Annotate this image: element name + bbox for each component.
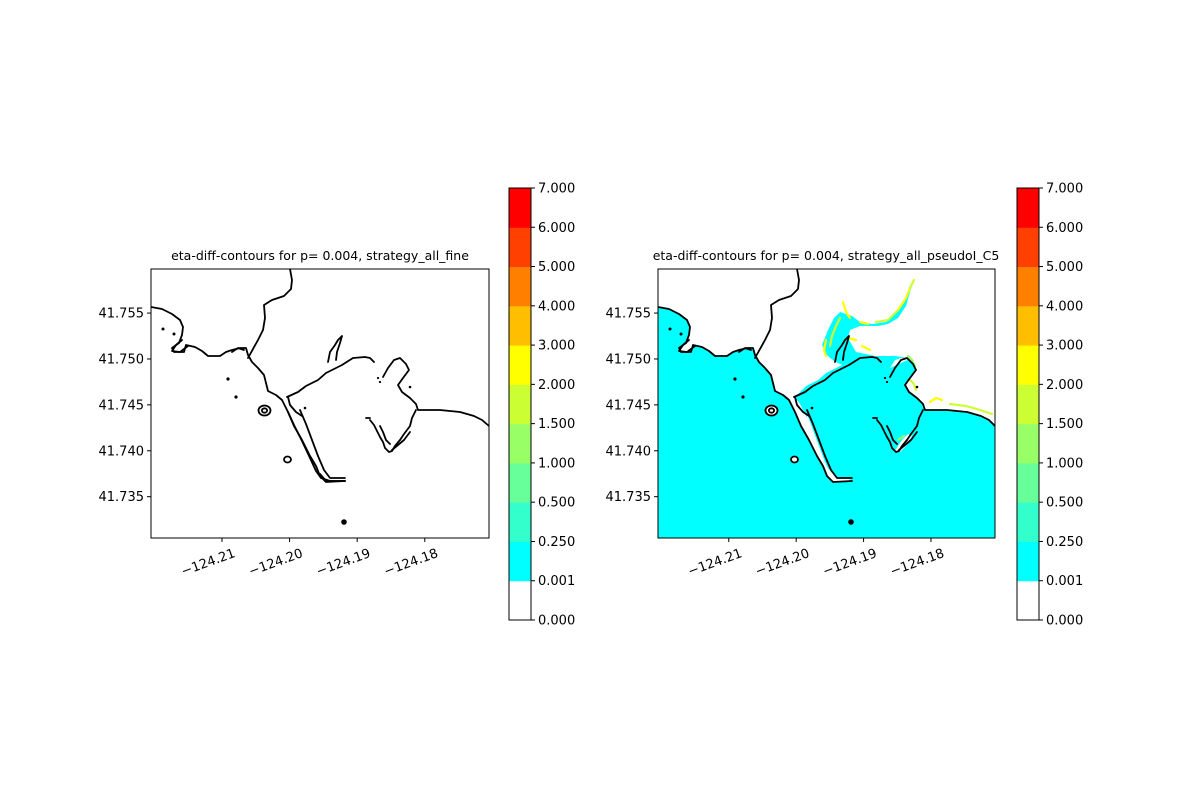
x-tick-label: −124.19: [821, 546, 879, 579]
y-axis: 41.735 41.740 41.745 41.750 41.755: [606, 307, 658, 505]
colorbar-frame: [508, 187, 532, 621]
colorbar-tick-label: 0.500: [1046, 496, 1083, 511]
y-tick-label: 41.735: [99, 490, 145, 505]
colorbar-segment: [509, 266, 531, 307]
colorbar-tick-label: 6.000: [538, 221, 575, 236]
colorbar-tick-label: 4.000: [1046, 299, 1083, 314]
x-tick-label: −124.19: [315, 546, 373, 579]
y-tick-label: 41.755: [99, 307, 145, 322]
colorbar-tick-label: 7.000: [538, 182, 575, 197]
colorbar-segment: [509, 502, 531, 542]
x-tick-label: −124.18: [382, 546, 440, 579]
colorbar: 0.000 0.001 0.250 0.500 1.000 1.500 2.000 3.000…: [508, 182, 575, 629]
colorbar-frame: [1016, 187, 1040, 621]
colorbar-tick-label: 2.000: [538, 378, 575, 393]
colorbar-tick-label: 6.000: [1046, 221, 1083, 236]
y-tick-label: 41.750: [606, 352, 652, 367]
colorbar: 0.000 0.001 0.250 0.500 1.000 1.500 2.000 3.000…: [1016, 182, 1083, 629]
colorbar-tick-label: 4.000: [538, 299, 575, 314]
edge-colors: [822, 278, 994, 442]
y-tick-label: 41.745: [606, 398, 652, 413]
colorbar-segment: [1017, 580, 1039, 621]
colorbar-segment: [1017, 502, 1039, 542]
panel-strategy-all-fine: eta-diff-contours for p= 0.004, strategy…: [99, 182, 576, 629]
colorbar-segment: [1017, 227, 1039, 268]
colorbar-tick-label: 2.000: [1046, 378, 1083, 393]
colorbar-segment: [509, 305, 531, 346]
colorbar-segment: [509, 580, 531, 621]
colorbar-tick-label: 0.250: [538, 535, 575, 550]
colorbar-segment: [509, 345, 531, 385]
plot-frame: [150, 268, 490, 539]
chart-title: eta-diff-contours for p= 0.004, strategy…: [653, 248, 1000, 263]
colorbar-segment: [1017, 188, 1039, 228]
colorbar-segment: [1017, 423, 1039, 464]
colorbar-tick-label: 0.000: [1046, 614, 1083, 629]
colorbar-tick-label: 0.001: [538, 574, 575, 589]
colorbar-segment: [509, 384, 531, 425]
colorbar-segment: [509, 423, 531, 464]
colorbar-tick-label: 0.250: [1046, 535, 1083, 550]
colorbar-tick-label: 1.000: [538, 456, 575, 471]
colorbar-tick-label: 0.500: [538, 496, 575, 511]
x-tick-label: −124.20: [754, 546, 812, 579]
x-tick-label: −124.18: [888, 546, 946, 579]
x-tick-label: −124.21: [686, 546, 744, 579]
colorbar-segment: [1017, 384, 1039, 425]
chart-title: eta-diff-contours for p= 0.004, strategy…: [171, 248, 469, 263]
colorbar-tick-label: 1.500: [538, 417, 575, 432]
colorbar-segment: [509, 541, 531, 582]
x-tick-label: −124.21: [179, 546, 237, 579]
island-features: [257, 404, 292, 464]
colorbar-segment: [1017, 266, 1039, 307]
colorbar-segment: [1017, 345, 1039, 385]
coastline: [658, 269, 995, 483]
y-tick-label: 41.745: [99, 398, 145, 413]
y-tick-label: 41.740: [606, 444, 652, 459]
colorbar-tick-label: 1.000: [1046, 456, 1083, 471]
y-tick-label: 41.755: [606, 307, 652, 322]
colorbar-tick-label: 5.000: [538, 260, 575, 275]
y-tick-label: 41.740: [99, 444, 145, 459]
colorbar-tick-label: 0.001: [1046, 574, 1083, 589]
colorbar-tick-label: 1.500: [1046, 417, 1083, 432]
y-tick-label: 41.735: [606, 490, 652, 505]
y-tick-label: 41.750: [99, 352, 145, 367]
plot-frame: [657, 268, 996, 539]
colorbar-tick-label: 7.000: [1046, 182, 1083, 197]
colorbar-segment: [509, 188, 531, 228]
colorbar-tick-label: 0.000: [538, 614, 575, 629]
island-dots: [668, 327, 919, 525]
island-dots: [161, 327, 412, 525]
colorbar-segment: [1017, 541, 1039, 582]
panel-strategy-all-pseudoi-c5: eta-diff-contours for p= 0.004, strategy…: [606, 182, 1084, 629]
land-mask: [658, 269, 995, 481]
colorbar-segment: [1017, 462, 1039, 503]
coastline: [151, 269, 489, 483]
x-axis: −124.21 −124.20 −124.19 −124.18: [686, 538, 946, 580]
x-axis: −124.21 −124.20 −124.19 −124.18: [179, 538, 440, 580]
colorbar-tick-label: 5.000: [1046, 260, 1083, 275]
colorbar-segment: [1017, 305, 1039, 346]
colorbar-segment: [509, 462, 531, 503]
colorbar-tick-label: 3.000: [1046, 339, 1083, 354]
plot-background: [151, 269, 489, 538]
colorbar-tick-label: 3.000: [538, 339, 575, 354]
x-tick-label: −124.20: [247, 546, 305, 579]
water-fill: [658, 280, 995, 538]
y-axis: 41.735 41.740 41.745 41.750 41.755: [99, 307, 151, 505]
colorbar-segment: [509, 227, 531, 268]
island-features: [764, 404, 799, 464]
